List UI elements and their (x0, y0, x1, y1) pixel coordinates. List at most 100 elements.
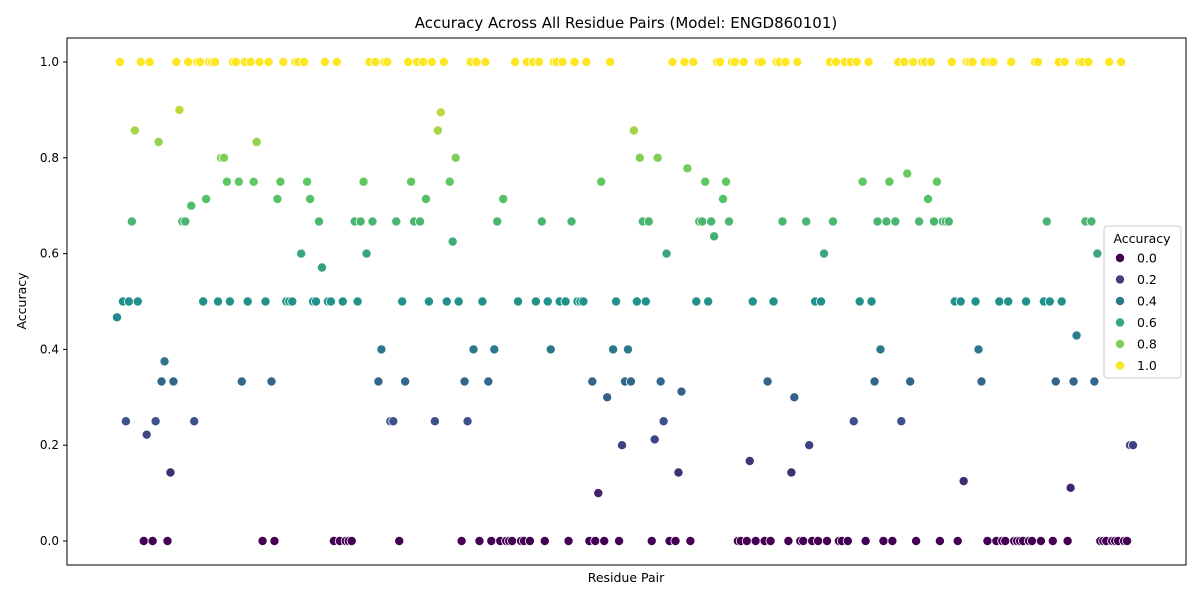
data-point (174, 104, 185, 115)
data-point (1122, 536, 1133, 547)
data-point (569, 57, 580, 68)
data-point (655, 376, 666, 387)
legend-title: Accuracy (1113, 231, 1171, 246)
data-point (492, 216, 503, 227)
data-points (112, 57, 1139, 547)
data-point (120, 416, 131, 427)
y-axis-label: Accuracy (14, 272, 29, 330)
data-point (248, 176, 259, 187)
data-point (299, 57, 310, 68)
data-point (625, 376, 636, 387)
data-point (1026, 536, 1037, 547)
data-point (1068, 376, 1079, 387)
data-point (789, 392, 800, 403)
data-point (450, 152, 461, 163)
data-point (1128, 440, 1139, 451)
data-point (822, 536, 833, 547)
data-point (682, 163, 693, 174)
data-point (646, 536, 657, 547)
data-point (471, 57, 482, 68)
data-point (156, 376, 167, 387)
data-point (513, 296, 524, 307)
data-point (123, 296, 134, 307)
data-point (738, 57, 749, 68)
data-point (744, 456, 755, 467)
data-point (438, 57, 449, 68)
data-point (224, 296, 235, 307)
data-point (394, 536, 405, 547)
data-point (242, 296, 253, 307)
data-point (643, 216, 654, 227)
legend-marker (1115, 317, 1126, 328)
data-point (1050, 376, 1061, 387)
data-point (652, 152, 663, 163)
data-point (355, 216, 366, 227)
y-tick-label: 0.4 (40, 342, 59, 356)
data-point (441, 296, 452, 307)
data-point (783, 536, 794, 547)
data-point (860, 536, 871, 547)
data-point (863, 57, 874, 68)
data-point (982, 536, 993, 547)
data-point (908, 57, 919, 68)
data-point (1116, 57, 1127, 68)
data-point (112, 312, 123, 323)
data-point (792, 57, 803, 68)
data-point (1032, 57, 1043, 68)
data-point (331, 57, 342, 68)
data-point (530, 296, 541, 307)
legend-entries: 0.0 0.2 0.4 0.6 0.8 1.0 (1115, 251, 1157, 373)
data-point (899, 57, 910, 68)
data-point (423, 296, 434, 307)
legend-marker (1115, 274, 1126, 285)
data-point (723, 216, 734, 227)
data-point (658, 416, 669, 427)
data-point (498, 193, 509, 204)
data-point (747, 296, 758, 307)
data-point (144, 57, 155, 68)
data-point (1056, 296, 1067, 307)
data-point (319, 57, 330, 68)
data-point (507, 536, 518, 547)
data-point (718, 193, 729, 204)
data-point (153, 136, 164, 147)
y-tick-label: 1.0 (40, 55, 59, 69)
data-point (896, 416, 907, 427)
data-point (236, 376, 247, 387)
data-point (213, 296, 224, 307)
data-point (468, 344, 479, 355)
data-point (189, 416, 200, 427)
data-point (1059, 57, 1070, 68)
data-point (316, 262, 327, 273)
data-point (605, 57, 616, 68)
data-point (397, 296, 408, 307)
data-point (667, 57, 678, 68)
data-point (483, 376, 494, 387)
data-point (311, 296, 322, 307)
data-point (545, 344, 556, 355)
data-point (429, 416, 440, 427)
data-point (510, 57, 521, 68)
data-point (400, 376, 411, 387)
data-point (346, 536, 357, 547)
data-point (952, 536, 963, 547)
data-point (489, 344, 500, 355)
data-point (186, 200, 197, 211)
data-point (524, 536, 535, 547)
data-point (557, 57, 568, 68)
data-point (857, 176, 868, 187)
data-point (269, 536, 280, 547)
data-point (587, 376, 598, 387)
data-point (670, 536, 681, 547)
data-point (426, 57, 437, 68)
data-point (934, 536, 945, 547)
data-point (827, 216, 838, 227)
data-point (566, 216, 577, 227)
data-point (967, 57, 978, 68)
y-tick-label: 0.6 (40, 247, 59, 261)
data-point (593, 488, 604, 499)
data-point (302, 176, 313, 187)
data-point (875, 344, 886, 355)
data-point (391, 216, 402, 227)
